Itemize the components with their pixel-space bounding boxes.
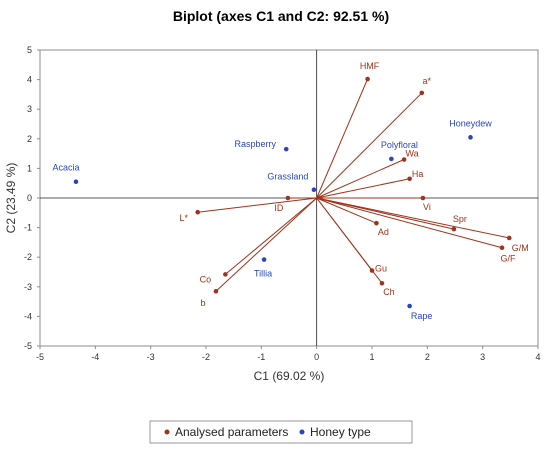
axis-layer: -5 -4 -3 -2 -1 0 1 2 3 4 -5 -4 -3 -2 -1 0 1 2 3 4 5 [24,45,541,362]
x-tick-label: -4 [91,352,99,362]
y-tick-label: -1 [24,223,32,233]
parameter-label: Spr [453,214,467,224]
parameter-label: a* [423,76,432,86]
honey-point [468,135,473,140]
x-tick-label: 1 [369,352,374,362]
y-tick-label: -3 [24,282,32,292]
honey-point [389,156,394,162]
parameter-label: b [200,298,205,308]
parameter-vector [316,159,405,199]
x-axis-title: C1 (69.02 %) [254,369,325,383]
y-tick-label: 3 [27,104,32,114]
legend: Analysed parameters Honey type [149,420,413,444]
parameter-point [506,235,512,241]
vector-layer [197,78,510,292]
parameter-point [369,268,375,273]
parameter-label: HMF [360,61,380,71]
y-tick-label: -5 [24,341,32,351]
honey-label: Rape [411,311,433,321]
honey-label: Raspberry [234,139,276,149]
parameter-label: G/M [512,243,529,253]
x-tick-label: 0 [314,352,319,362]
legend-label-honey-type: Honey type [310,425,371,439]
parameter-label: Wa [406,149,419,159]
y-tick-label: 4 [27,75,32,85]
y-tick-label: 2 [27,134,32,144]
parameter-point [223,272,228,277]
parameter-vector [316,78,369,199]
parameter-point [365,76,370,82]
x-tick-label: 3 [480,352,485,362]
parameter-vector [316,197,503,249]
parameter-label: ID [274,203,284,213]
y-tick-label: 0 [27,193,32,203]
point-layer [73,76,512,309]
legend-label-parameters: Analysed parameters [175,425,288,439]
honey-point [311,187,317,193]
parameter-point [420,195,426,201]
honey-point [407,303,412,309]
parameter-point [374,220,379,226]
parameter-point [213,288,219,294]
parameter-label: Ad [378,227,389,237]
y-axis-title: C2 (23.49 %) [4,163,18,234]
parameter-point [401,157,407,162]
honey-point [261,257,267,262]
x-tick-label: -3 [147,352,155,362]
parameter-point [379,280,385,286]
parameter-vector [316,197,377,224]
y-tick-label: -4 [24,311,32,321]
parameter-label: Vi [423,202,431,212]
parameter-vector [316,197,510,239]
parameter-label: G/F [501,254,517,264]
parameter-point [195,209,200,215]
honey-point [73,179,79,185]
y-tick-label: 1 [27,163,32,173]
parameter-point [419,90,425,96]
honey-point [283,146,289,152]
honey-label: Honeydew [449,118,492,128]
parameter-vector [316,92,423,199]
parameter-vector [316,178,410,199]
parameter-point [499,245,505,251]
parameter-vector [197,197,317,213]
x-tick-label: -1 [257,352,265,362]
parameter-point [451,226,457,232]
parameter-vector [225,197,317,275]
parameter-label: Co [200,274,212,284]
honey-label: Tillia [254,269,272,279]
legend-marker-honey-type [299,429,305,435]
honey-label: Grassland [267,172,308,182]
honey-label: Acacia [52,163,79,173]
legend-box [149,420,413,444]
x-tick-label: 4 [535,352,540,362]
parameter-label: Gu [375,264,387,274]
parameter-point [285,195,291,201]
parameter-vector [215,197,318,292]
x-tick-label: -2 [202,352,210,362]
honey-label: Polyfloral [381,140,418,150]
y-tick-label: -2 [24,252,32,262]
x-tick-label: 2 [425,352,430,362]
x-tick-label: -5 [36,352,44,362]
label-layer: HMF a* Wa Ha Vi Spr G/MG/F Ad Gu Ch ID L* Co b Honeyde… [52,61,528,321]
parameter-label: L* [179,213,188,223]
parameter-point [407,176,412,182]
legend-marker-parameters [164,429,170,435]
parameter-label: Ch [383,287,395,297]
parameter-label: Ha [412,169,424,179]
chart-title: Biplot (axes C1 and C2: 92.51 %) [173,8,389,24]
y-tick-label: 5 [27,45,32,55]
